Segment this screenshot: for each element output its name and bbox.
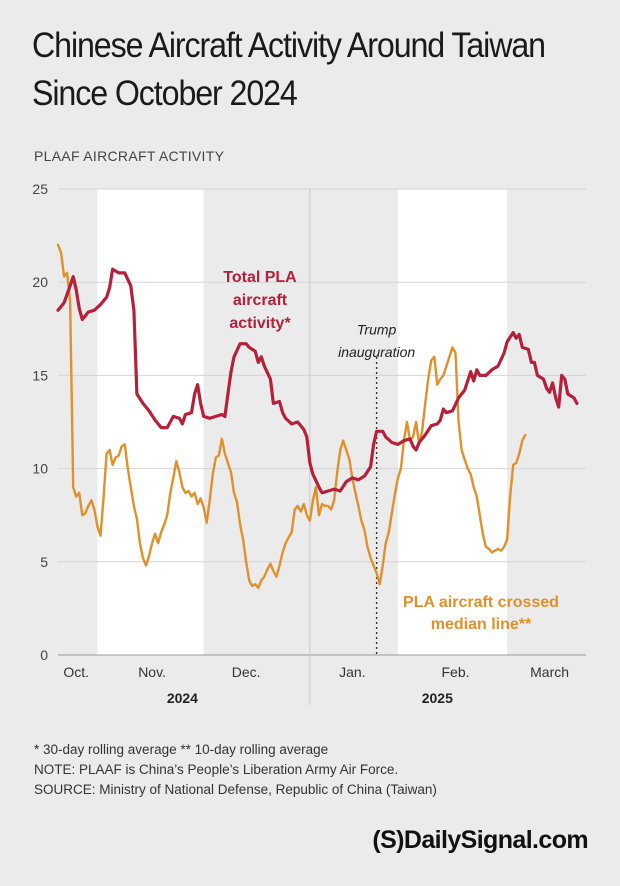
inauguration-annotation: Trump [357, 321, 397, 337]
footnote-rolling-averages: * 30-day rolling average ** 10-day rolli… [34, 742, 329, 757]
x-tick-label: Dec. [232, 664, 261, 680]
series-line-total-activity [56, 267, 579, 495]
footnote-note: NOTE: PLAAF is China’s People’s Liberati… [34, 762, 399, 777]
series-label-total-activity: aircraft [233, 292, 288, 309]
x-tick-label: Oct. [63, 664, 89, 680]
chart-title: Chinese Aircraft Activity Around Taiwan … [32, 22, 556, 118]
daily-signal-logo: (S)DailySignal.com [372, 826, 588, 854]
y-tick-label: 20 [32, 274, 48, 290]
series-label-total-activity: Total PLA [223, 269, 297, 286]
month-band [97, 189, 204, 655]
title-line-1: Chinese Aircraft Activity Around Taiwan [32, 26, 546, 65]
x-tick-label: Jan. [339, 664, 365, 680]
x-tick-label: March [530, 664, 569, 680]
y-tick-label: 0 [40, 647, 48, 663]
year-label: 2025 [422, 690, 453, 706]
series-line-median-crossings [56, 243, 527, 590]
month-band [397, 189, 508, 655]
footnotes: * 30-day rolling average ** 10-day rolli… [34, 740, 594, 800]
series-label-total-activity: activity* [229, 315, 291, 332]
x-tick-label: Nov. [138, 664, 166, 680]
y-tick-label: 10 [32, 461, 48, 477]
series-label-median-crossings: median line** [431, 616, 532, 633]
title-line-2: Since October 2024 [32, 74, 298, 113]
x-tick-label: Feb. [442, 664, 470, 680]
y-tick-label: 15 [32, 367, 48, 383]
inauguration-annotation: inauguration [338, 344, 415, 360]
series-label-median-crossings: PLA aircraft crossed [403, 594, 559, 611]
y-axis-label: PLAAF AIRCRAFT ACTIVITY [34, 148, 225, 164]
y-tick-label: 5 [40, 554, 48, 570]
year-label: 2024 [167, 690, 198, 706]
footnote-source: SOURCE: Ministry of National Defense, Re… [34, 782, 437, 797]
y-tick-label: 25 [32, 181, 48, 197]
